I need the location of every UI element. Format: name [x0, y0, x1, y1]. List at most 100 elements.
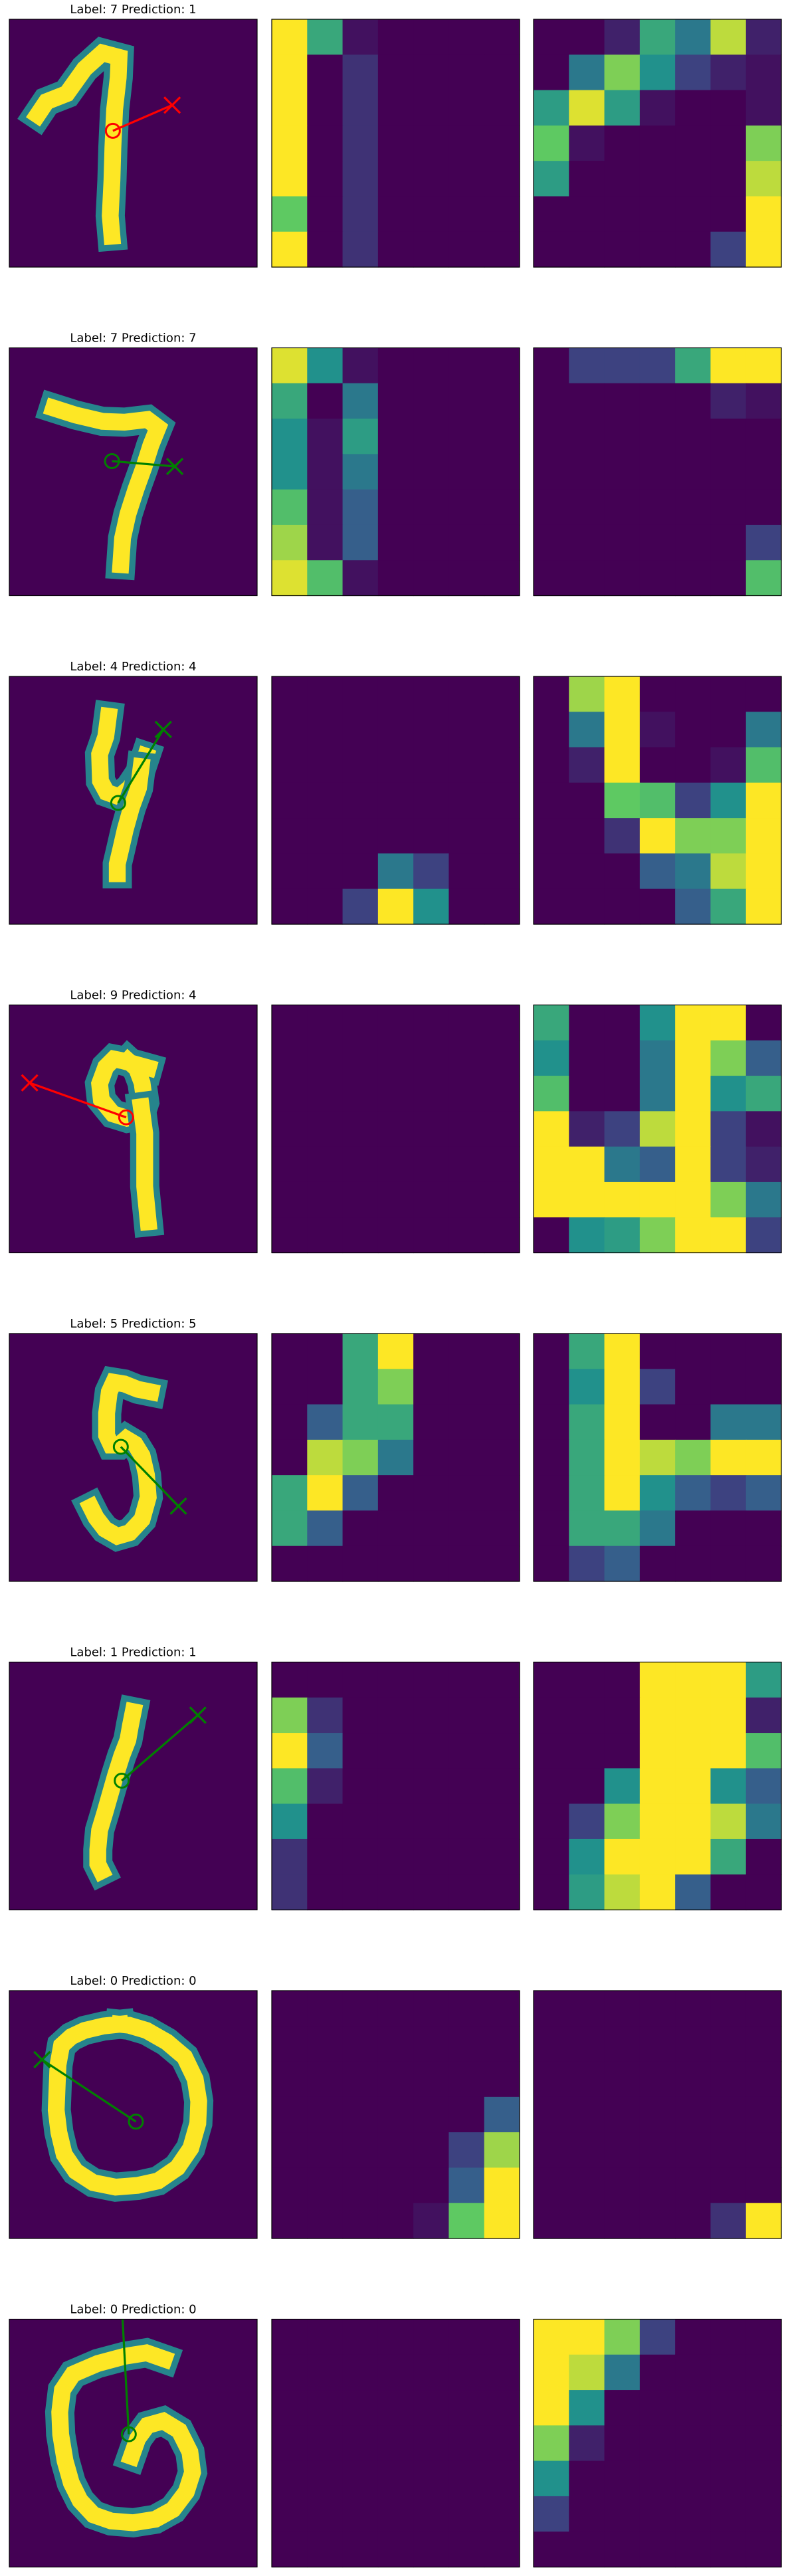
- heatmap-cell: [272, 196, 308, 233]
- heatmap-cell: [484, 1510, 520, 1547]
- heatmap-cell: [675, 1334, 712, 1369]
- heatmap-cell: [484, 2531, 520, 2568]
- heatmap-cell: [377, 90, 414, 126]
- heatmap-cell: [675, 161, 712, 197]
- heatmap-cell: [534, 1369, 569, 1405]
- heatmap-cell: [413, 1181, 450, 1218]
- heatmap-cell: [377, 1334, 414, 1369]
- heatmap-cell: [639, 2167, 676, 2204]
- heatmap-cell: [484, 1181, 520, 1218]
- heatmap-cell: [413, 1475, 450, 1512]
- heatmap-cell: [272, 2390, 308, 2426]
- heatmap-cell: [377, 747, 414, 783]
- heatmap-cell: [413, 1005, 450, 1041]
- heatmap-cell: [307, 524, 344, 561]
- heatmap-cell: [307, 2354, 344, 2391]
- heatmap-cell: [710, 676, 747, 712]
- heatmap-cell: [413, 2425, 450, 2462]
- gaze-line: [112, 460, 175, 468]
- heatmap-cell: [710, 712, 747, 748]
- heatmap-cell: [448, 1697, 485, 1734]
- heatmap-cell: [675, 1838, 712, 1875]
- heatmap-cell: [413, 1510, 450, 1547]
- heatmap-cell: [377, 2061, 414, 2098]
- heatmap-cell: [569, 2061, 605, 2098]
- heatmap-cell: [272, 524, 308, 561]
- heatmap-cell: [342, 2460, 379, 2497]
- heatmap-cell: [534, 19, 569, 55]
- heatmap-cell: [272, 2203, 308, 2239]
- heatmap-cell: [377, 1475, 414, 1512]
- heatmap-cell: [710, 1697, 747, 1734]
- heatmap-cell: [604, 1439, 641, 1476]
- row-title: Label: 0 Prediction: 0: [70, 1974, 196, 1988]
- row-title: Label: 7 Prediction: 1: [70, 3, 196, 17]
- heatmap-cell: [272, 782, 308, 819]
- heatmap-cell: [534, 125, 569, 161]
- heatmap-cell: [377, 1838, 414, 1875]
- heatmap-cell: [745, 1334, 782, 1369]
- heatmap-cell: [569, 1439, 605, 1476]
- heatmap-cell: [413, 1404, 450, 1440]
- heatmap-cell: [342, 231, 379, 268]
- heatmap-cell: [272, 1475, 308, 1512]
- heatmap-cell: [448, 853, 485, 890]
- heatmap-cell: [342, 853, 379, 890]
- panel-frame: [271, 1333, 520, 1582]
- heatmap-cell: [377, 1803, 414, 1840]
- heatmap-cell: [342, 1475, 379, 1512]
- heatmap-cell: [745, 2026, 782, 2062]
- heatmap-cell: [745, 419, 782, 454]
- heatmap-cell: [413, 1545, 450, 1582]
- heatmap-cell: [569, 2167, 605, 2204]
- heatmap-cell: [413, 1803, 450, 1840]
- heatmap-cell: [745, 2132, 782, 2169]
- heatmap-cell: [413, 1217, 450, 1254]
- heatmap-cell: [484, 676, 520, 712]
- gaze-line: [112, 104, 173, 132]
- heatmap-cell: [745, 489, 782, 526]
- heatmap-cell: [307, 2460, 344, 2497]
- heatmap-cell: [413, 1991, 450, 2027]
- heatmap-cell: [534, 196, 569, 233]
- heatmap-cell: [342, 1217, 379, 1254]
- heatmap-cell: [484, 2319, 520, 2355]
- heatmap-cell: [448, 1803, 485, 1840]
- heatmap-cell: [745, 1005, 782, 1041]
- heatmap-cell: [307, 419, 344, 454]
- heatmap-cell: [745, 1404, 782, 1440]
- heatmap-cell: [534, 1040, 569, 1076]
- heatmap-cell: [639, 383, 676, 419]
- heatmap-cell: [342, 747, 379, 783]
- heatmap-cell: [604, 1768, 641, 1805]
- heatmap-cell: [342, 2496, 379, 2532]
- heatmap-cell: [307, 1475, 344, 1512]
- heatmap-cell: [377, 1510, 414, 1547]
- heatmap-cell: [413, 383, 450, 419]
- heatmap-cell: [639, 1040, 676, 1076]
- heatmap-cell: [604, 1146, 641, 1183]
- heatmap-cell: [569, 161, 605, 197]
- heatmap-cell: [745, 888, 782, 925]
- heatmap-cell: [569, 489, 605, 526]
- heatmap-cell: [342, 1404, 379, 1440]
- heatmap-cell: [710, 454, 747, 490]
- right-heatmap-panel: [533, 1004, 782, 1254]
- heatmap-cell: [604, 747, 641, 783]
- heatmap-cell: [448, 231, 485, 268]
- heatmap-cell: [307, 1662, 344, 1698]
- heatmap-cell: [307, 818, 344, 854]
- heatmap-cell: [307, 1510, 344, 1547]
- heatmap-cell: [307, 1111, 344, 1147]
- heatmap-cell: [710, 2531, 747, 2568]
- heatmap-cell: [377, 1146, 414, 1183]
- heatmap-cell: [448, 125, 485, 161]
- row-title: Label: 5 Prediction: 5: [70, 1317, 196, 1331]
- heatmap-cell: [377, 383, 414, 419]
- heatmap-cell: [307, 489, 344, 526]
- heatmap-cell: [569, 524, 605, 561]
- heatmap-cell: [413, 90, 450, 126]
- heatmap-cell: [639, 196, 676, 233]
- heatmap-cell: [377, 2026, 414, 2062]
- heatmap-cell: [342, 1146, 379, 1183]
